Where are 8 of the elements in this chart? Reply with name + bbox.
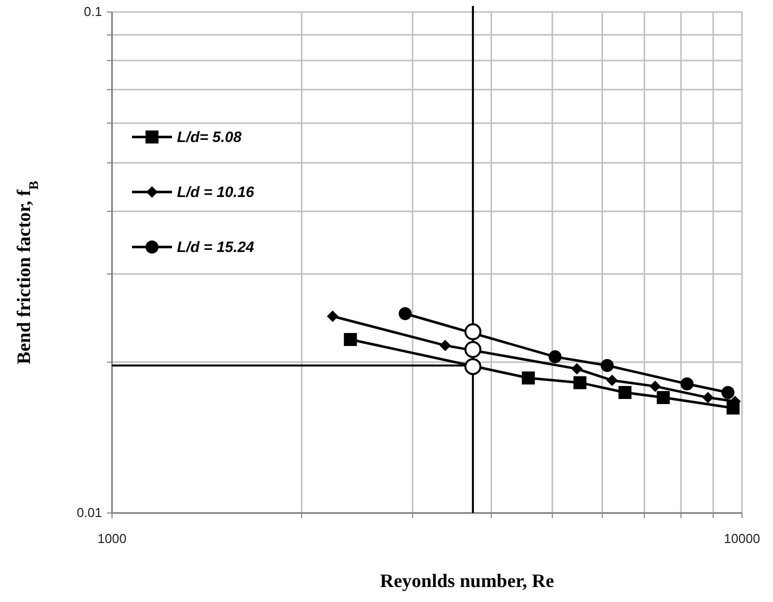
- x-tick-label: 1000: [98, 531, 126, 546]
- legend-label: L/d = 15.24: [177, 239, 255, 256]
- y-tick-label: 0.01: [76, 505, 102, 520]
- legend-label: L/d = 10.16: [177, 184, 255, 201]
- legend-label: L/d= 5.08: [177, 129, 242, 146]
- x-axis-title: Reyonlds number, Re: [380, 571, 554, 592]
- y-tick-label: 0.1: [84, 4, 102, 19]
- x-tick-label: 10000: [724, 531, 760, 546]
